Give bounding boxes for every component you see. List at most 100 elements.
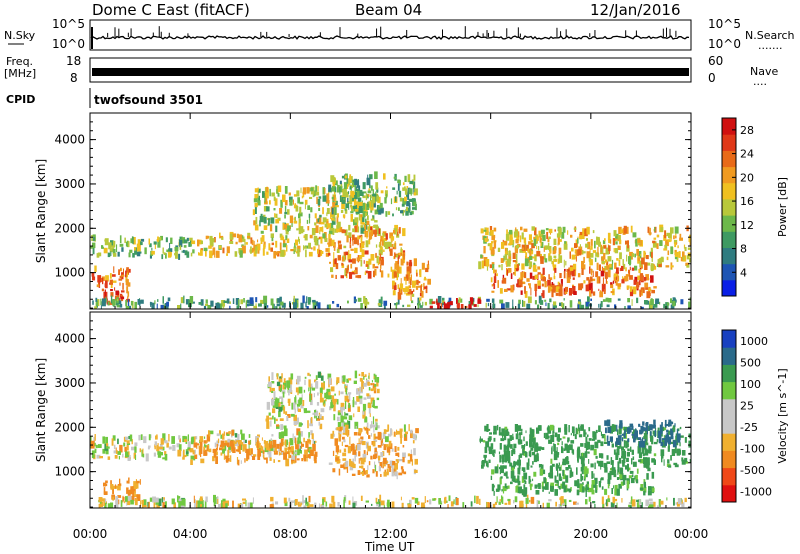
heatmap-cell (566, 272, 568, 279)
heatmap-cell (263, 206, 268, 212)
heatmap-cell (271, 381, 275, 384)
heatmap-cell (359, 396, 363, 405)
heatmap-cell (398, 459, 403, 462)
heatmap-cell (529, 434, 533, 442)
heatmap-cell (168, 434, 170, 442)
heatmap-cell (667, 430, 672, 435)
heatmap-cell (560, 464, 562, 471)
heatmap-cell (273, 459, 275, 463)
heatmap-cell (157, 236, 159, 242)
heatmap-cell (550, 232, 551, 235)
heatmap-cell (477, 298, 481, 301)
heatmap-cell (375, 195, 379, 202)
heatmap-cell (540, 229, 545, 234)
heatmap-cell (549, 472, 554, 479)
heatmap-cell (278, 448, 282, 452)
heatmap-cell (332, 181, 335, 187)
heatmap-cell (277, 460, 281, 463)
heatmap-cell (568, 444, 573, 451)
heatmap-cell (229, 305, 231, 309)
heatmap-cell (255, 436, 257, 445)
heatmap-cell (375, 227, 379, 235)
heatmap-cell (352, 179, 355, 183)
heatmap-cell (557, 281, 560, 287)
heatmap-cell (438, 498, 441, 503)
heatmap-cell (367, 215, 369, 221)
heatmap-cell (617, 275, 620, 282)
heatmap-cell (623, 474, 627, 481)
heatmap-cell (253, 198, 258, 203)
heatmap-cell (361, 436, 364, 444)
heatmap-cell (609, 470, 612, 474)
heatmap-cell (332, 215, 336, 218)
heatmap-cell (294, 499, 298, 506)
heatmap-cell (601, 283, 606, 292)
heatmap-cell (469, 297, 474, 302)
heatmap-cell (240, 299, 243, 305)
heatmap-cell (515, 244, 519, 249)
heatmap-cell (548, 472, 550, 478)
heatmap-cell (639, 290, 642, 297)
heatmap-cell (136, 243, 141, 252)
heatmap-cell (151, 250, 155, 255)
heatmap-cell (207, 305, 212, 309)
heatmap-cell (529, 249, 532, 257)
heatmap-cell (621, 498, 623, 503)
heatmap-cell (322, 233, 326, 239)
heatmap-cell (300, 229, 305, 232)
heatmap-cell (676, 433, 681, 441)
heatmap-cell (298, 386, 303, 394)
heatmap-cell (96, 253, 100, 258)
heatmap-cell (636, 502, 640, 508)
heatmap-cell (650, 263, 654, 272)
heatmap-cell (321, 505, 325, 508)
heatmap-cell (586, 468, 589, 474)
heatmap-cell (110, 251, 112, 256)
heatmap-cell (622, 479, 626, 485)
heatmap-cell (361, 386, 363, 392)
heatmap-cell (126, 440, 130, 444)
heatmap-cell (560, 302, 563, 307)
heatmap-cell (354, 421, 359, 429)
heatmap-cell (259, 220, 261, 227)
heatmap-cell (335, 205, 339, 208)
heatmap-cell (346, 378, 349, 383)
heatmap-cell (511, 449, 513, 456)
heatmap-cell (197, 239, 200, 247)
heatmap-cell (363, 397, 367, 400)
heatmap-cell (290, 413, 295, 417)
heatmap-cell (502, 435, 504, 438)
heatmap-cell (154, 497, 159, 503)
heatmap-cell (336, 213, 339, 218)
heatmap-cell (97, 275, 102, 283)
heatmap-cell (675, 236, 677, 239)
heatmap-cell (380, 259, 384, 266)
heatmap-cell (319, 423, 323, 430)
heatmap-cell (291, 455, 296, 460)
heatmap-cell (317, 199, 321, 206)
heatmap-cell (566, 488, 569, 492)
heatmap-cell (104, 502, 107, 508)
heatmap-cell (627, 438, 630, 443)
heatmap-cell (670, 441, 674, 444)
heatmap-cell (209, 250, 213, 259)
heatmap-cell (600, 301, 603, 308)
heatmap-cell (394, 252, 396, 259)
heatmap-cell (395, 452, 399, 456)
heatmap-cell (362, 191, 364, 197)
heatmap-cell (137, 239, 141, 246)
heatmap-cell (271, 242, 274, 246)
heatmap-cell (206, 440, 208, 443)
heatmap-cell (102, 277, 104, 285)
heatmap-cell (510, 470, 515, 479)
heatmap-cell (664, 419, 667, 428)
heatmap-cell (539, 236, 542, 243)
heatmap-cell (130, 499, 134, 505)
x-tick-label: 12:00 (373, 527, 408, 541)
heatmap-cell (125, 451, 129, 458)
heatmap-cell (203, 305, 207, 309)
freq-strip-frame (89, 57, 692, 83)
x-tick-label: 00:00 (674, 527, 709, 541)
heatmap-cell (552, 264, 557, 271)
heatmap-cell (182, 249, 185, 253)
